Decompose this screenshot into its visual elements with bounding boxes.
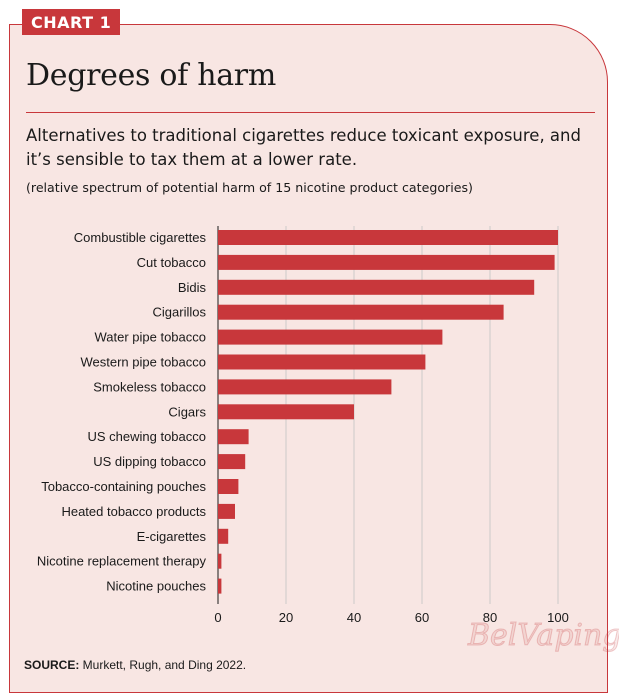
bar	[218, 454, 246, 470]
category-label: Western pipe tobacco	[81, 355, 207, 370]
bar	[218, 304, 504, 320]
category-label: Nicotine pouches	[106, 579, 206, 594]
x-tick-label: 0	[214, 610, 221, 625]
bar	[218, 379, 392, 395]
bar	[218, 329, 443, 345]
subtitle: Alternatives to traditional cigarettes r…	[26, 126, 581, 169]
source-label: SOURCE:	[24, 658, 80, 672]
chart-note: (relative spectrum of potential harm of …	[26, 180, 473, 195]
category-label: Nicotine replacement therapy	[37, 554, 207, 569]
chart-tag: CHART 1	[22, 9, 121, 35]
category-label: Combustible cigarettes	[74, 230, 207, 245]
category-label: Smokeless tobacco	[93, 379, 206, 394]
x-tick-label: 60	[415, 610, 429, 625]
bar	[218, 578, 222, 594]
bar	[218, 528, 229, 544]
bar	[218, 429, 249, 445]
source-line: SOURCE: Murkett, Rugh, and Ding 2022.	[24, 658, 246, 672]
category-label: Cigarillos	[153, 305, 207, 320]
x-tick-label: 40	[347, 610, 361, 625]
bar	[218, 254, 555, 270]
x-tick-label: 20	[279, 610, 293, 625]
bar	[218, 354, 426, 370]
x-tick-label: 100	[547, 610, 569, 625]
category-label: US dipping tobacco	[93, 454, 206, 469]
category-label: US chewing tobacco	[87, 429, 206, 444]
bar	[218, 479, 239, 494]
category-label: Cigars	[168, 404, 206, 419]
category-label: Cut tobacco	[137, 255, 206, 270]
category-label: Tobacco-containing pouches	[41, 479, 206, 494]
watermark: BelVaping	[468, 618, 619, 654]
bar	[218, 279, 535, 295]
page-title: Degrees of harm	[26, 58, 276, 93]
category-label: Water pipe tobacco	[94, 330, 206, 345]
x-tick-label: 80	[483, 610, 497, 625]
category-label: Bidis	[178, 280, 207, 295]
category-label: Heated tobacco products	[61, 504, 206, 519]
bar	[218, 230, 558, 245]
source-text: Murkett, Rugh, and Ding 2022.	[79, 658, 247, 672]
title-divider	[26, 112, 595, 113]
category-label: E-cigarettes	[137, 529, 207, 544]
bar	[218, 404, 354, 420]
bar	[218, 553, 222, 569]
bar	[218, 503, 235, 519]
